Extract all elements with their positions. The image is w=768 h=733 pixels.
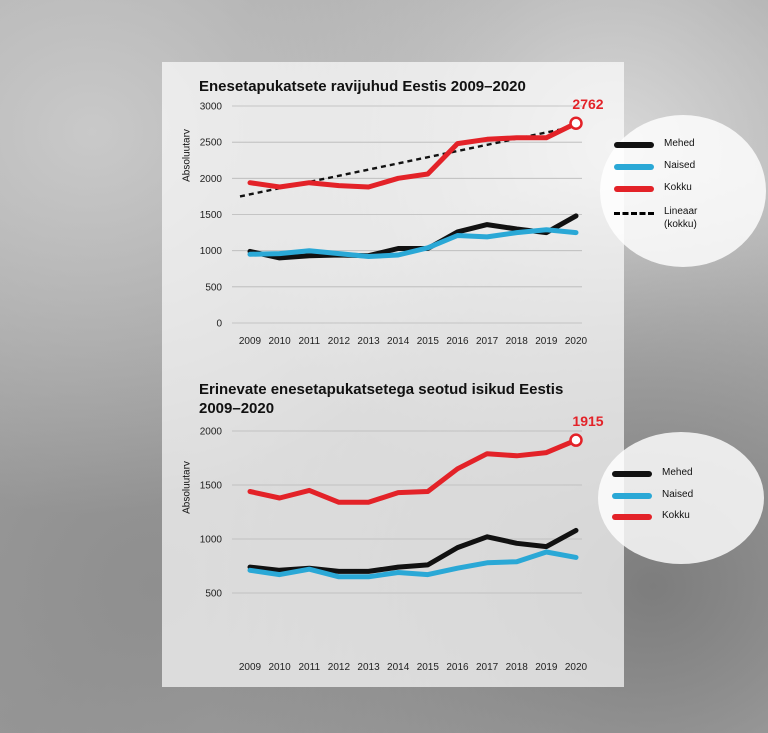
legend-label-lineaar-2: (kokku) [664,219,697,230]
x-tick-label-1-1: 2010 [269,336,292,347]
x-tick-label-1-2: 2011 [299,336,321,347]
x-tick-label-2-6: 2015 [417,662,440,673]
legend-label-kokku: Kokku [662,510,690,521]
x-tick-label-2-7: 2016 [446,662,469,673]
x-tick-label-2-2: 2011 [299,662,321,673]
y-tick-label-1-6: 3000 [200,102,223,113]
legend-swatch-mehed [612,471,652,477]
x-tick-label-1-6: 2015 [417,336,440,347]
legend-swatch-mehed [614,142,654,148]
x-tick-label-2-1: 2010 [269,662,292,673]
x-tick-label-1-0: 2009 [239,336,262,347]
legend-label-lineaar-1: Lineaar [664,206,698,217]
legend-swatch-naised [612,493,652,499]
x-tick-label-1-11: 2020 [565,336,588,347]
legend-1: Mehed Naised Kokku Lineaar (kokku) [600,115,766,267]
x-tick-label-2-4: 2013 [357,662,380,673]
chart-title-2: Erinevate enesetapukatsetega seotud isik… [199,381,564,417]
legend-2: Mehed Naised Kokku [598,432,764,564]
end-value-label-1: 2762 [572,96,603,112]
legend-label-mehed: Mehed [662,467,693,478]
y-tick-label-1-4: 2000 [200,174,223,185]
legend-swatch-lineaar [614,212,654,215]
series-line-naised-1 [247,227,579,259]
x-tick-label-1-4: 2013 [357,336,380,347]
x-tick-label-1-9: 2018 [506,336,529,347]
series-line-kokku-2 [247,437,579,505]
end-marker-1 [569,116,583,130]
x-tick-label-1-7: 2016 [446,336,469,347]
chart-title-1: Enesetapukatsete ravijuhud Eestis 2009–2… [199,78,526,95]
x-tick-label-2-9: 2018 [506,662,529,673]
x-tick-label-1-8: 2017 [476,336,499,347]
legend-label-naised: Naised [664,160,696,171]
y-tick-label-1-1: 500 [205,282,222,293]
x-tick-label-2-11: 2020 [565,662,588,673]
y-tick-label-2-0: 500 [205,589,222,600]
legend-swatch-naised [614,164,654,170]
y-tick-label-1-0: 0 [216,319,222,330]
legend-label-kokku: Kokku [664,182,692,193]
x-tick-label-2-10: 2019 [535,662,558,673]
y-tick-label-1-3: 1500 [200,210,223,221]
legend-label-naised: Naised [662,489,694,500]
x-tick-label-2-3: 2012 [328,662,351,673]
x-tick-label-1-10: 2019 [535,336,558,347]
y-tick-label-1-5: 2500 [200,138,223,149]
chart-panel [162,62,624,687]
legend-swatch-kokku [614,186,654,192]
legend-label-mehed: Mehed [664,138,695,149]
series-line-mehed-1 [247,213,579,261]
x-tick-label-1-5: 2014 [387,336,410,347]
end-marker-2 [569,433,583,447]
y-tick-label-1-2: 1000 [200,246,223,257]
y-tick-label-2-1: 1000 [200,535,223,546]
x-tick-label-2-8: 2017 [476,662,499,673]
y-tick-label-2-2: 1500 [200,481,223,492]
x-tick-label-2-5: 2014 [387,662,410,673]
x-tick-label-1-3: 2012 [328,336,351,347]
series-line-mehed-2 [247,527,579,574]
series-line-kokku-1 [247,120,579,190]
end-value-label-2: 1915 [572,413,603,429]
legend-swatch-kokku [612,514,652,520]
y-tick-label-2-3: 2000 [200,427,223,438]
series-line-naised-2 [247,549,579,580]
x-tick-label-2-0: 2009 [239,662,262,673]
